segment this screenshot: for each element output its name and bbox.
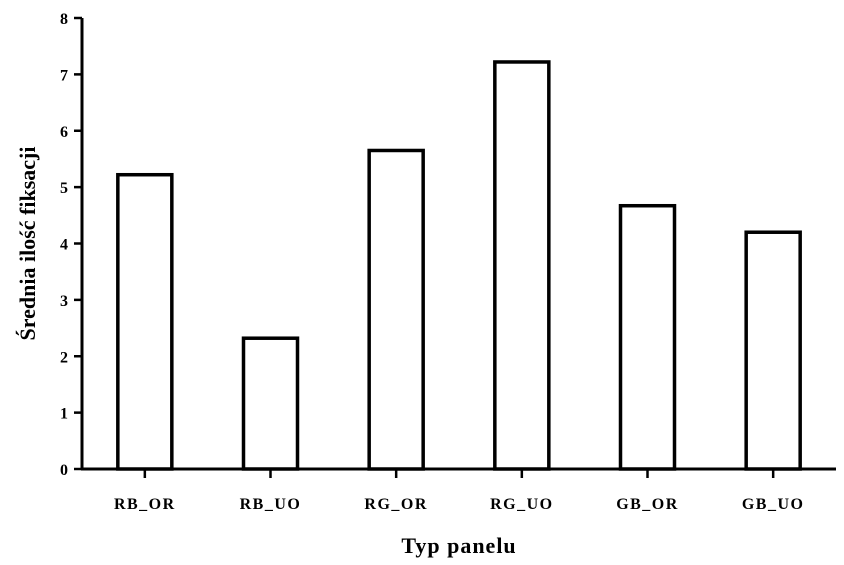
x-tick-label: RG_OR — [364, 496, 428, 513]
y-tick-label: 1 — [60, 406, 68, 423]
y-tick-label: 3 — [60, 293, 68, 310]
x-tick-label: RB_UO — [240, 496, 302, 513]
y-tick-label: 2 — [60, 349, 68, 366]
x-axis-title: Typ panelu — [401, 533, 516, 558]
bar-rg-uo — [493, 60, 551, 471]
bars-group — [116, 60, 802, 471]
y-tick-label: 8 — [60, 11, 68, 28]
y-tick-label: 4 — [60, 237, 68, 254]
y-axis-title: Średnia ilość fiksacji — [15, 147, 40, 341]
y-ticks-group: 0 1 2 3 4 5 6 7 8 — [60, 11, 82, 479]
bar-gb-uo — [744, 230, 802, 471]
y-tick-label: 7 — [60, 67, 68, 84]
x-tick-label: GB_UO — [742, 496, 805, 513]
x-tick-label: RG_UO — [490, 496, 554, 513]
y-tick-label: 6 — [60, 124, 68, 141]
y-tick-label: 0 — [60, 462, 68, 479]
bar-rb-uo — [241, 336, 300, 471]
x-tick-label: RB_OR — [114, 496, 176, 513]
y-tick-label: 5 — [60, 180, 68, 197]
bar-rb-or — [116, 172, 174, 471]
bar-rg-or — [367, 148, 425, 471]
x-tick-label: GB_OR — [616, 496, 679, 513]
x-ticks-group: RB_OR RB_UO RG_OR RG_UO GB_OR GB_UO — [114, 469, 805, 513]
bar-gb-or — [618, 203, 677, 471]
